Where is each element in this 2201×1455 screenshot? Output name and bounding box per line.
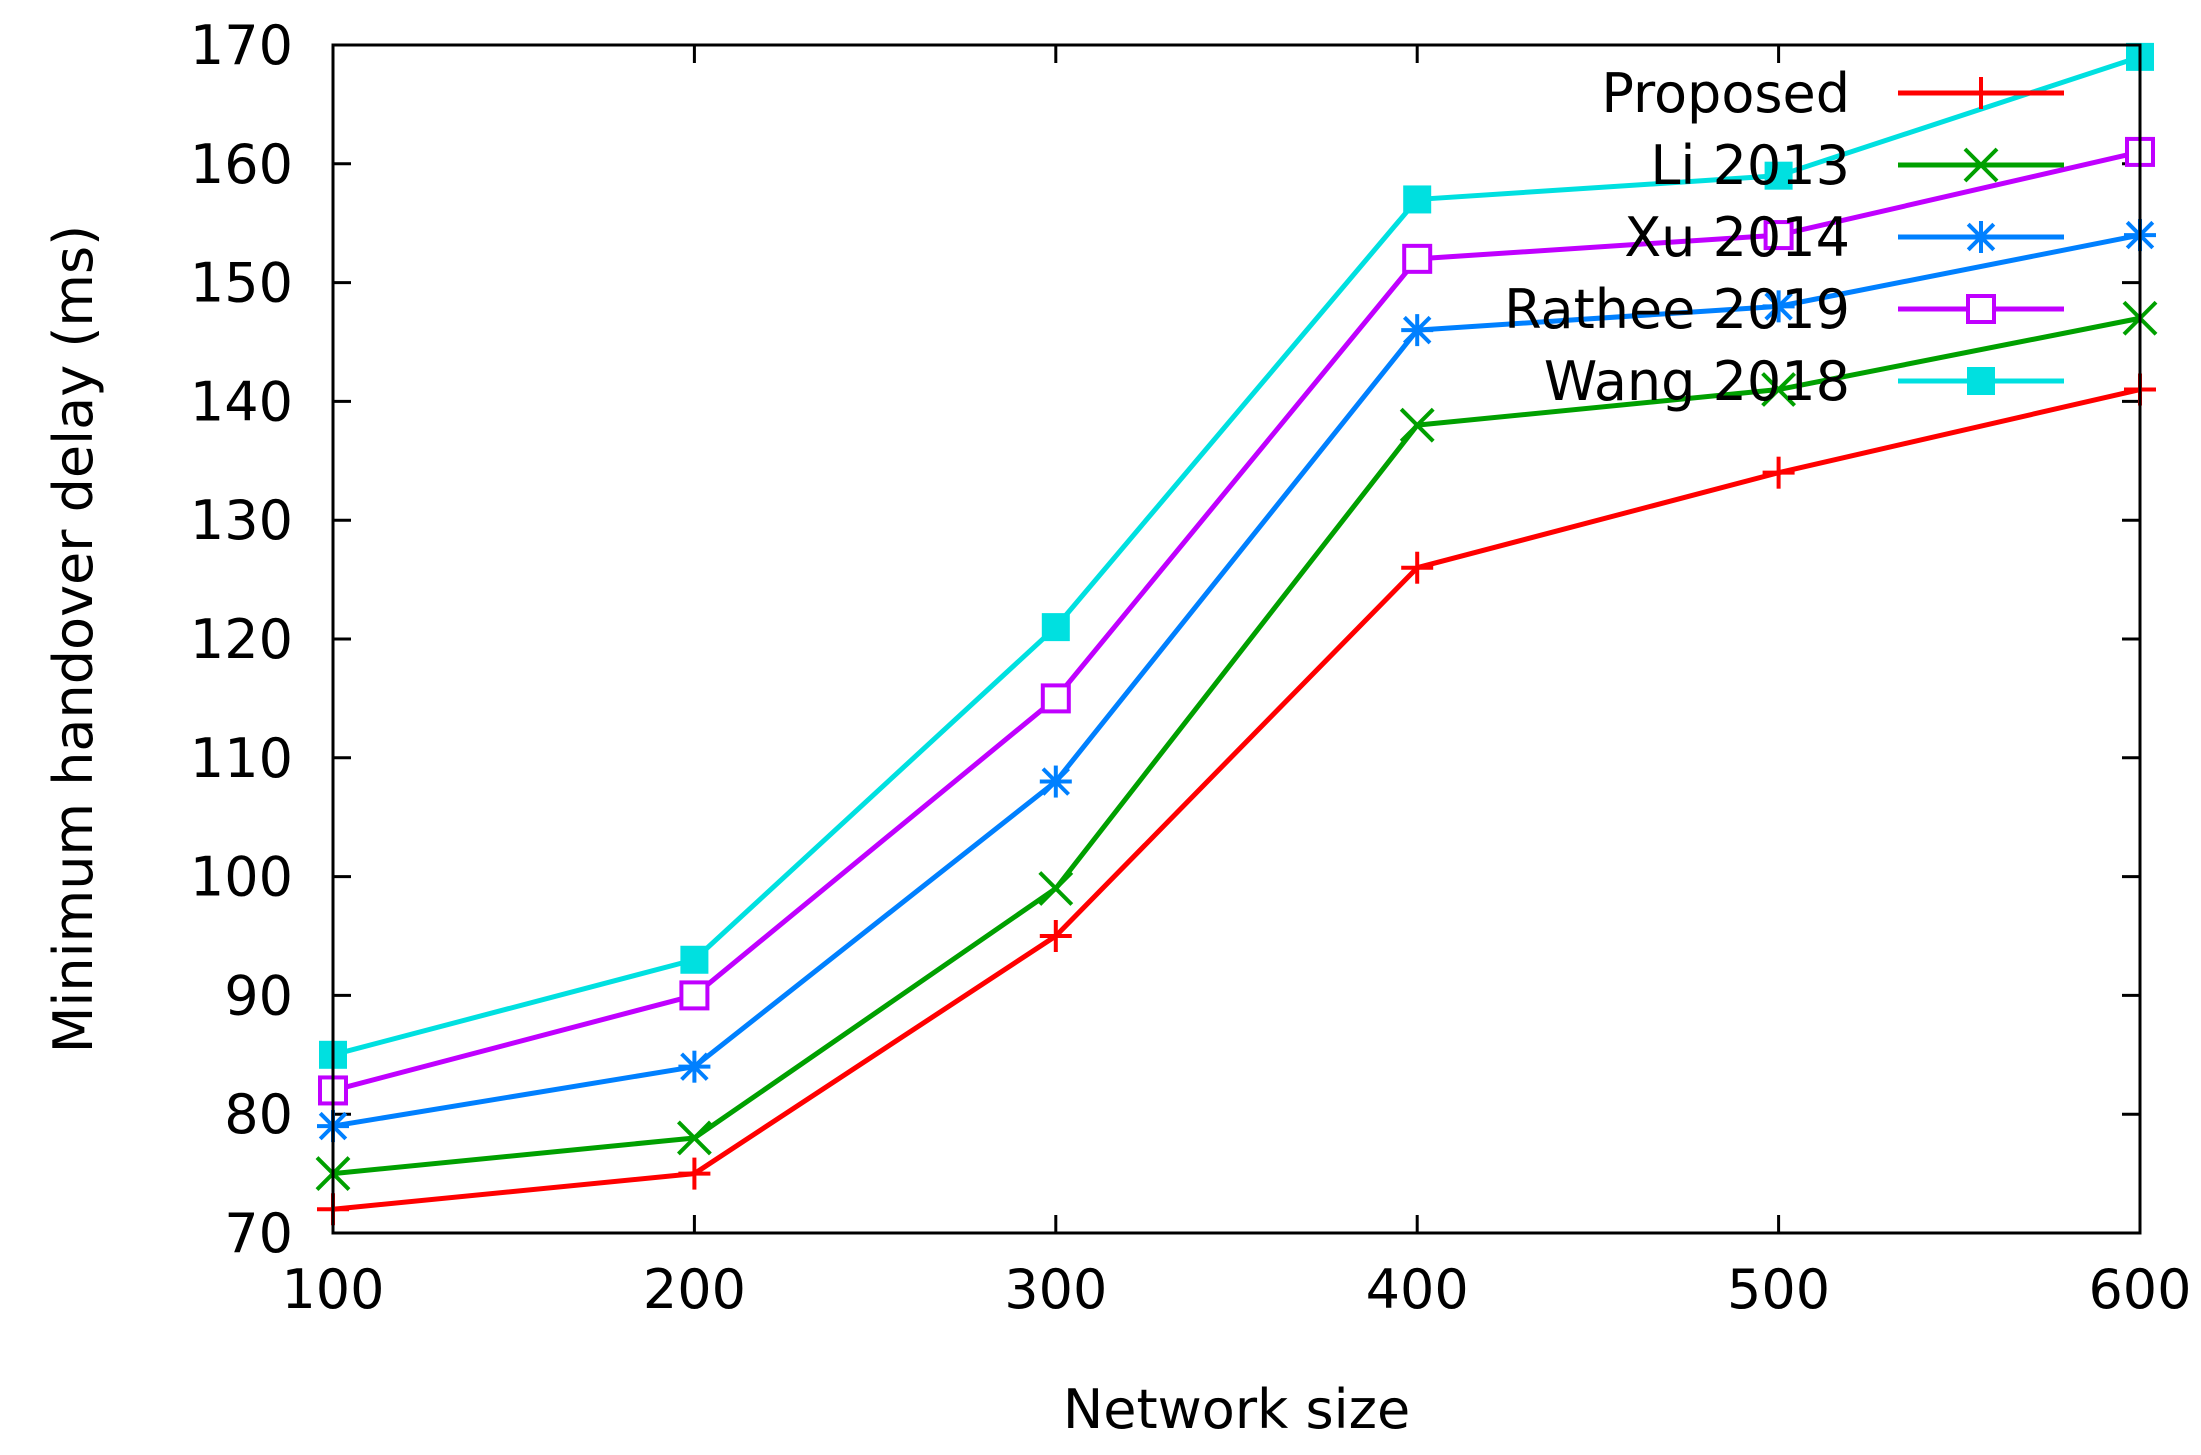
data-point-li-2013: [1761, 372, 1797, 407]
x-tick-label: 600: [2088, 1258, 2191, 1321]
legend-label-li-2013: Li 2013: [1650, 134, 1850, 197]
series-line-xu-2014: [332, 232, 2141, 1129]
legend-marker-wang-2018: [1967, 367, 1995, 395]
data-point-rathee-2019: [1402, 243, 1433, 274]
data-point-wang-2018: [1041, 613, 1070, 642]
data-series: [315, 42, 2158, 1226]
data-point-proposed: [678, 1157, 711, 1190]
y-tick-label: 130: [190, 489, 293, 552]
data-point-li-2013: [676, 1120, 712, 1156]
y-tick-label: 110: [190, 727, 293, 790]
data-point-xu-2014: [1762, 290, 1795, 323]
x-tick-label: 300: [1004, 1258, 1107, 1321]
plot-frame: [331, 43, 2142, 1235]
y-tick-label: 120: [190, 608, 293, 671]
legend-marker-proposed: [1965, 77, 1997, 109]
y-tick-label: 160: [190, 133, 293, 196]
x-tick-label: 200: [643, 1258, 746, 1321]
series-line-li-2013: [332, 315, 2141, 1177]
y-tick-label: 90: [224, 964, 293, 1027]
data-point-xu-2014: [1039, 765, 1072, 798]
legend-label-proposed: Proposed: [1601, 62, 1850, 125]
x-tick-label: 400: [1366, 1258, 1469, 1321]
series-line-rathee-2019: [332, 149, 2141, 1093]
data-point-proposed: [1762, 456, 1795, 489]
data-point-rathee-2019: [679, 980, 710, 1011]
data-point-wang-2018: [1403, 185, 1432, 214]
data-point-rathee-2019: [1040, 683, 1071, 714]
legend-marker-xu-2014: [1965, 221, 1997, 253]
data-point-rathee-2019: [1763, 220, 1794, 251]
series-line-proposed: [332, 387, 2141, 1212]
data-point-li-2013: [1399, 407, 1435, 443]
data-point-li-2013: [1038, 871, 1074, 906]
data-point-proposed: [1039, 920, 1072, 952]
legend-label-xu-2014: Xu 2014: [1624, 206, 1850, 269]
y-axis-label: Minimum handover delay (ms): [42, 225, 105, 1053]
data-point-wang-2018: [1764, 161, 1793, 190]
y-tick-label: 170: [190, 14, 293, 77]
y-tick-label: 70: [224, 1202, 293, 1265]
series-line-wang-2018: [332, 54, 2141, 1058]
data-point-xu-2014: [1401, 314, 1434, 347]
legend-label-wang-2018: Wang 2018: [1544, 350, 1850, 413]
legend-marker-li-2013: [1963, 147, 1999, 183]
y-tick-label: 100: [190, 846, 293, 909]
x-tick-label: 100: [281, 1258, 384, 1321]
y-tick-label: 150: [190, 252, 293, 315]
y-tick-label: 140: [190, 370, 293, 433]
x-axis-label: Network size: [1063, 1378, 1410, 1441]
axis-ticks: 100 200 300 400 500 600 70 80 90 100 110 120 130 140 1…: [190, 14, 2192, 1321]
data-point-wang-2018: [680, 945, 709, 974]
x-tick-label: 500: [1727, 1258, 1830, 1321]
data-point-proposed: [1401, 551, 1434, 584]
y-tick-label: 80: [224, 1083, 293, 1146]
legend: Proposed Li 2013 Xu 2014 Rathee 2019 Wang 20…: [1504, 62, 2064, 413]
data-point-xu-2014: [678, 1050, 711, 1083]
legend-marker-rathee-2019: [1966, 294, 1996, 324]
legend-label-rathee-2019: Rathee 2019: [1504, 278, 1850, 341]
